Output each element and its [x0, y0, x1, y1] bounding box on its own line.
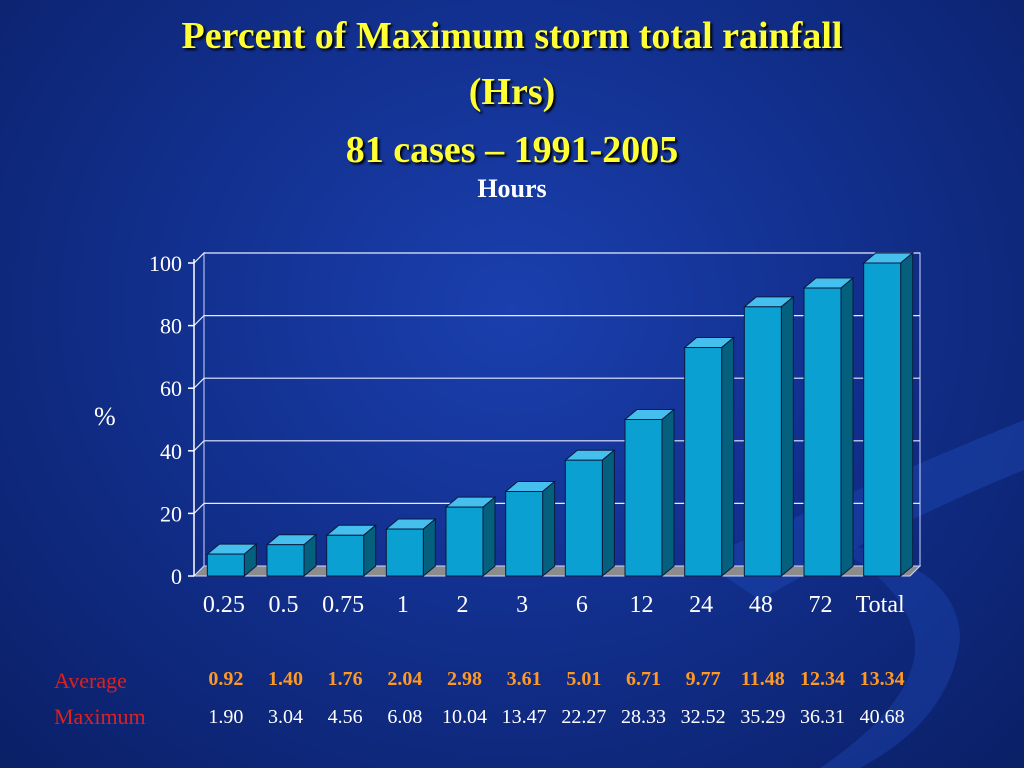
y-tick-label: 100: [149, 251, 182, 276]
y-axis-label: %: [94, 402, 116, 431]
maximum-value: 22.27: [561, 706, 607, 728]
bar-side: [661, 408, 675, 578]
plot-floor: [192, 565, 922, 577]
maximum-value: 36.31: [799, 706, 845, 728]
maximum-value: 6.08: [387, 706, 423, 728]
x-tick-label: 12: [630, 592, 654, 618]
y-tick-label: 0: [171, 564, 182, 589]
bar: [266, 544, 305, 577]
bar-side: [422, 517, 436, 578]
bar: [505, 490, 544, 577]
maximum-value: 32.52: [680, 706, 726, 728]
bar: [385, 528, 424, 577]
maximum-value: 13.47: [501, 706, 547, 728]
average-value: 1.76: [327, 668, 363, 690]
maximum-value: 28.33: [620, 706, 666, 728]
x-tick-label: Total: [856, 592, 905, 618]
bar: [863, 262, 902, 577]
bar-side: [601, 449, 615, 578]
maximum-value: 4.56: [327, 706, 363, 728]
average-value: 5.01: [566, 668, 602, 690]
bar: [743, 306, 782, 577]
gridline: [193, 252, 920, 264]
bar-side: [721, 336, 735, 578]
bar: [564, 459, 603, 577]
bar-side: [542, 480, 556, 578]
average-value: 2.98: [446, 668, 482, 690]
maximum-value: 1.90: [208, 706, 244, 728]
average-value: 6.71: [625, 668, 661, 690]
average-value: 12.34: [799, 668, 845, 690]
average-value: 9.77: [685, 668, 721, 690]
maximum-value: 10.04: [441, 706, 487, 728]
gridline: [193, 502, 920, 514]
maximum-value: 3.04: [267, 706, 303, 728]
bar: [206, 553, 245, 577]
gridline: [193, 315, 920, 327]
bar-side: [482, 496, 496, 578]
x-tick-label: 2: [457, 592, 469, 618]
x-tick-label: 0.5: [269, 592, 299, 618]
chart-title: Hours: [477, 174, 547, 203]
bar-side: [780, 295, 794, 578]
average-value: 2.04: [387, 668, 423, 690]
average-row-label: Average: [54, 668, 127, 693]
x-tick-label: 3: [516, 592, 528, 618]
x-tick-label: 6: [576, 592, 588, 618]
average-value: 0.92: [208, 668, 244, 690]
bar: [445, 506, 484, 577]
average-value: 13.34: [859, 668, 905, 690]
average-value: 3.61: [506, 668, 542, 690]
x-tick-label: 48: [749, 592, 773, 618]
y-tick-label: 60: [160, 376, 182, 401]
y-tick-label: 20: [160, 501, 182, 526]
y-tick-label: 80: [160, 314, 182, 339]
bar: [326, 534, 365, 577]
x-tick-label: 0.75: [322, 592, 364, 618]
gridline: [193, 440, 920, 452]
title-line-2: (Hrs): [468, 71, 556, 113]
x-tick-label: 24: [689, 592, 713, 618]
bar-side: [900, 251, 914, 578]
average-value: 1.40: [267, 668, 303, 690]
bar: [803, 287, 842, 577]
x-tick-label: 72: [809, 592, 833, 618]
title-line-3: 81 cases – 1991-2005: [345, 129, 679, 171]
y-tick-label: 40: [160, 439, 182, 464]
maximum-row-label: Maximum: [54, 704, 146, 729]
bar: [684, 347, 723, 577]
bar: [624, 419, 663, 577]
x-tick-label: 0.25: [203, 592, 245, 618]
average-value: 11.48: [740, 668, 785, 690]
x-tick-label: 1: [397, 592, 409, 618]
plot-side-wall: [193, 251, 205, 578]
gridline: [193, 377, 920, 389]
title-line-1: Percent of Maximum storm total rainfall: [181, 15, 843, 57]
maximum-value: 40.68: [859, 706, 905, 728]
maximum-value: 35.29: [740, 706, 786, 728]
bar-side: [840, 276, 854, 578]
